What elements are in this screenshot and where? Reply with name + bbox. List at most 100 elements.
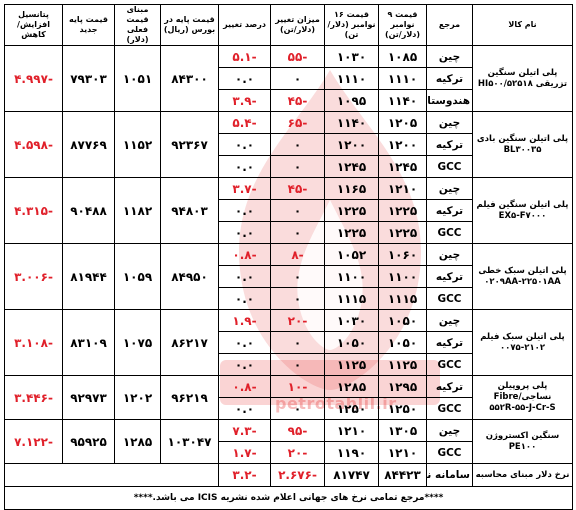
note-row: ****مرجع تمامی نرخ های جهانی اعلام شده ن… bbox=[4, 486, 573, 510]
price-nov9-cell: ۱۲۴۵ bbox=[378, 155, 427, 178]
change-percent-cell: ۰.۰ bbox=[218, 155, 271, 178]
origin-cell: چین bbox=[426, 419, 473, 442]
change-amount-cell: -۶۵ bbox=[270, 111, 325, 134]
origin-cell: GCC bbox=[426, 397, 473, 420]
summary-source: سامانه نیما bbox=[426, 463, 473, 487]
change-percent-cell: -۵.۴ bbox=[218, 111, 271, 134]
table-row: ترکیه ۱۲۲۵ ۱۲۲۵ ۰ ۰.۰ bbox=[5, 199, 573, 222]
potential-cell: -۴.۵۹۸ bbox=[4, 111, 63, 178]
change-amount-cell: -۹۵ bbox=[270, 419, 325, 442]
new-base-cell: ۸۳۱۰۹ bbox=[62, 309, 115, 376]
price-nov16-cell: ۱۱۱۵ bbox=[324, 287, 379, 310]
table-row: GCC ۱۲۴۵ ۱۲۴۵ ۰ ۰.۰ bbox=[5, 155, 573, 178]
summary-empty bbox=[4, 463, 219, 487]
price-nov16-cell: ۱۱۲۵ bbox=[324, 353, 379, 376]
exchange-base-cell: ۹۲۳۶۷ bbox=[160, 111, 219, 178]
origin-cell: چین bbox=[426, 45, 473, 68]
change-amount-cell: ۰ bbox=[270, 397, 325, 420]
header-origin: مرجع bbox=[426, 4, 473, 46]
origin-cell: چین bbox=[426, 111, 473, 134]
price-nov16-cell: ۱۲۱۰ bbox=[324, 419, 379, 442]
potential-cell: -۳.۰۰۶ bbox=[4, 243, 63, 310]
change-percent-cell: ۰.۰ bbox=[218, 331, 271, 354]
price-nov16-cell: ۱۱۹۰ bbox=[324, 441, 379, 464]
change-percent-cell: ۰.۰ bbox=[218, 397, 271, 420]
table-row: پلی اتیلن سنگین تزریقی HI۵۰۰/۵۲۵۱۸ چین ۱۰۸… bbox=[4, 45, 573, 112]
table-row: ترکیه ۱۱۱۰ ۱۱۱۰ ۰ ۰.۰ bbox=[5, 67, 573, 90]
new-base-cell: ۹۰۴۸۸ bbox=[62, 177, 115, 244]
price-table: نام کالا مرجع قیمت ۹ نوامبر (دلار/تن) قی… bbox=[4, 4, 573, 510]
price-nov9-cell: ۱۱۰۰ bbox=[378, 265, 427, 288]
origin-cell: ترکیه bbox=[426, 133, 473, 156]
exchange-base-cell: ۸۶۲۱۷ bbox=[160, 309, 219, 376]
new-base-cell: ۸۱۹۴۴ bbox=[62, 243, 115, 310]
change-amount-cell: -۴۵ bbox=[270, 89, 325, 112]
change-percent-cell: ۰.۰ bbox=[218, 221, 271, 244]
current-base-dollar-cell: ۱۰۵۹ bbox=[114, 243, 161, 310]
price-nov9-cell: ۱۲۹۵ bbox=[378, 375, 427, 398]
change-percent-cell: ۰.۰ bbox=[218, 353, 271, 376]
current-base-dollar-cell: ۱۱۸۲ bbox=[114, 177, 161, 244]
product-name: پلی اتیلن سنگین بادی BL۳۰۰۳۵ bbox=[472, 111, 573, 178]
change-amount-cell: -۱۰ bbox=[270, 375, 325, 398]
product-name: سنگین اکستروژن PE۱۰۰ bbox=[472, 419, 573, 464]
change-percent-cell: ۰.۰ bbox=[218, 265, 271, 288]
price-nov9-cell: ۱۱۲۵ bbox=[378, 353, 427, 376]
table-row: پلی اتیلن سنگین فیلم EX۵-F۷۰۰۰ چین ۱۲۱۰ ۱۱۶… bbox=[4, 177, 573, 244]
potential-cell: -۴.۹۹۷ bbox=[4, 45, 63, 112]
price-nov16-cell: ۱۲۸۵ bbox=[324, 375, 379, 398]
exchange-base-cell: ۹۴۸۰۳ bbox=[160, 177, 219, 244]
potential-cell: -۳.۴۴۶ bbox=[4, 375, 63, 420]
product-name: پلی اتیلن سبک خطی ۰۲۰۹AA-۲۲۵۰۱AA bbox=[472, 243, 573, 310]
price-nov16-cell: ۱۲۲۵ bbox=[324, 199, 379, 222]
table-row: سنگین اکستروژن PE۱۰۰ چین ۱۳۰۵ ۱۲۱۰ -۹۵ -۷.۳ ۱۰… bbox=[4, 419, 573, 464]
header-current-base-dollar: مبنای قیمت فعلی (دلار) bbox=[114, 4, 161, 46]
header-new-base: قیمت پایه جدید bbox=[62, 4, 115, 46]
header-exchange-base: قیمت پایه در بورس (ریال) bbox=[160, 4, 219, 46]
table-row: GCC ۱۲۱۰ ۱۱۹۰ -۲۰ -۱.۷ bbox=[5, 441, 573, 464]
price-nov9-cell: ۱۱۱۵ bbox=[378, 287, 427, 310]
price-nov9-cell: ۱۲۵۰ bbox=[378, 397, 427, 420]
exchange-base-cell: ۱۰۳۰۴۷ bbox=[160, 419, 219, 464]
price-nov16-cell: ۱۲۰۰ bbox=[324, 133, 379, 156]
origin-cell: GCC bbox=[426, 441, 473, 464]
change-amount-cell: ۰ bbox=[270, 199, 325, 222]
price-nov16-cell: ۱۰۵۲ bbox=[324, 243, 379, 266]
current-base-dollar-cell: ۱۲۸۵ bbox=[114, 419, 161, 464]
price-nov9-cell: ۱۲۰۵ bbox=[378, 111, 427, 134]
price-nov9-cell: ۱۱۱۰ bbox=[378, 67, 427, 90]
origin-cell: چین bbox=[426, 177, 473, 200]
price-nov9-cell: ۱۰۵۰ bbox=[378, 309, 427, 332]
price-nov9-cell: ۱۲۱۰ bbox=[378, 177, 427, 200]
origin-cell: GCC bbox=[426, 155, 473, 178]
change-amount-cell: ۰ bbox=[270, 133, 325, 156]
change-percent-cell: ۰.۰ bbox=[218, 287, 271, 310]
price-nov16-cell: ۱۰۹۵ bbox=[324, 89, 379, 112]
change-amount-cell: ۰ bbox=[270, 265, 325, 288]
change-amount-cell: ۰ bbox=[270, 331, 325, 354]
origin-cell: ترکیه bbox=[426, 265, 473, 288]
summary-label: نرخ دلار مبنای محاسبه bbox=[472, 463, 573, 487]
summary-change: -۲.۶۷۶ bbox=[270, 463, 325, 487]
origin-cell: GCC bbox=[426, 221, 473, 244]
table-row: پلی اتیلن سبک فیلم ۲۱۰۲-۰۰۷۵ چین ۱۰۵۰ ۱۰۳۰-… bbox=[4, 309, 573, 376]
price-nov16-cell: ۱۲۲۵ bbox=[324, 221, 379, 244]
price-nov9-cell: ۱۱۴۰ bbox=[378, 89, 427, 112]
price-nov16-cell: ۱۱۰۰ bbox=[324, 265, 379, 288]
current-base-dollar-cell: ۱۲۰۲ bbox=[114, 375, 161, 420]
change-amount-cell: ۰ bbox=[270, 287, 325, 310]
change-percent-cell: -۱.۹ bbox=[218, 309, 271, 332]
change-amount-cell: -۸ bbox=[270, 243, 325, 266]
change-amount-cell: ۰ bbox=[270, 67, 325, 90]
price-nov9-cell: ۱۰۵۰ bbox=[378, 331, 427, 354]
table-row: پلی اتیلن سبک خطی ۰۲۰۹AA-۲۲۵۰۱AA چین ۱۰۶۰ ۱… bbox=[4, 243, 573, 310]
origin-cell: GCC bbox=[426, 287, 473, 310]
origin-cell: ترکیه bbox=[426, 331, 473, 354]
summary-nov16: ۸۱۷۴۷ bbox=[324, 463, 379, 487]
origin-cell: ترکیه bbox=[426, 375, 473, 398]
table-row: پلی پروپیلن نساجی/Fibre ۵۵۲R-۵۵-J-Cr-S تر… bbox=[4, 375, 573, 420]
source-note: ****مرجع تمامی نرخ های جهانی اعلام شده ن… bbox=[4, 486, 573, 510]
price-nov9-cell: ۱۲۲۵ bbox=[378, 221, 427, 244]
price-nov16-cell: ۱۱۱۰ bbox=[324, 67, 379, 90]
